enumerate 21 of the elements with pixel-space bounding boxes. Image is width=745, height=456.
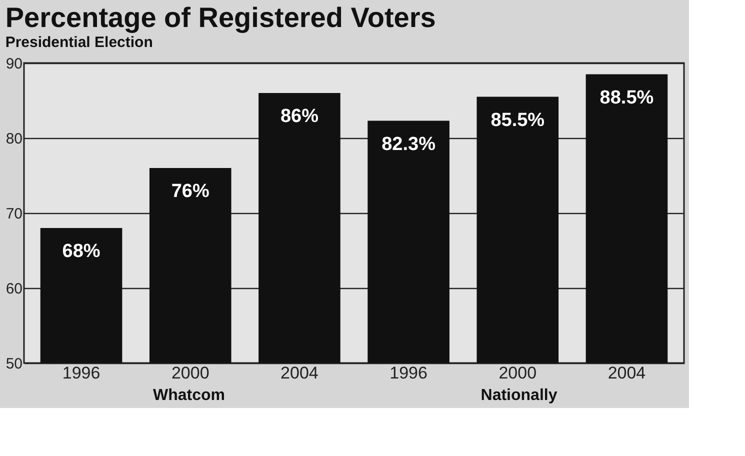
x-tick-label: 2000 bbox=[171, 364, 210, 382]
y-tick-label: 80 bbox=[6, 130, 22, 148]
y-tick-label: 70 bbox=[6, 206, 22, 222]
chart-subtitle: Presidential Election bbox=[5, 34, 153, 51]
chart-title: Percentage of Registered Voters bbox=[5, 2, 436, 33]
x-tick-label: 1996 bbox=[62, 364, 100, 382]
data-label: 88.5% bbox=[600, 87, 654, 108]
x-tick-label: 2004 bbox=[608, 364, 646, 382]
y-tick-label: 90 bbox=[6, 56, 22, 72]
y-tick-label: 60 bbox=[6, 280, 22, 298]
x-tick-label: 2000 bbox=[498, 364, 537, 382]
text: Nationally bbox=[480, 387, 558, 404]
data-label: 68% bbox=[62, 241, 100, 262]
data-label: 82.3% bbox=[382, 134, 436, 155]
data-label: 86% bbox=[280, 106, 319, 127]
x-tick-label: 1996 bbox=[390, 364, 428, 382]
text: Whatcom bbox=[153, 387, 225, 404]
data-label: 76% bbox=[171, 181, 210, 202]
data-label: 85.5% bbox=[490, 110, 545, 131]
y-tick-label: 50 bbox=[6, 356, 22, 372]
x-tick-label: 2004 bbox=[280, 364, 318, 382]
